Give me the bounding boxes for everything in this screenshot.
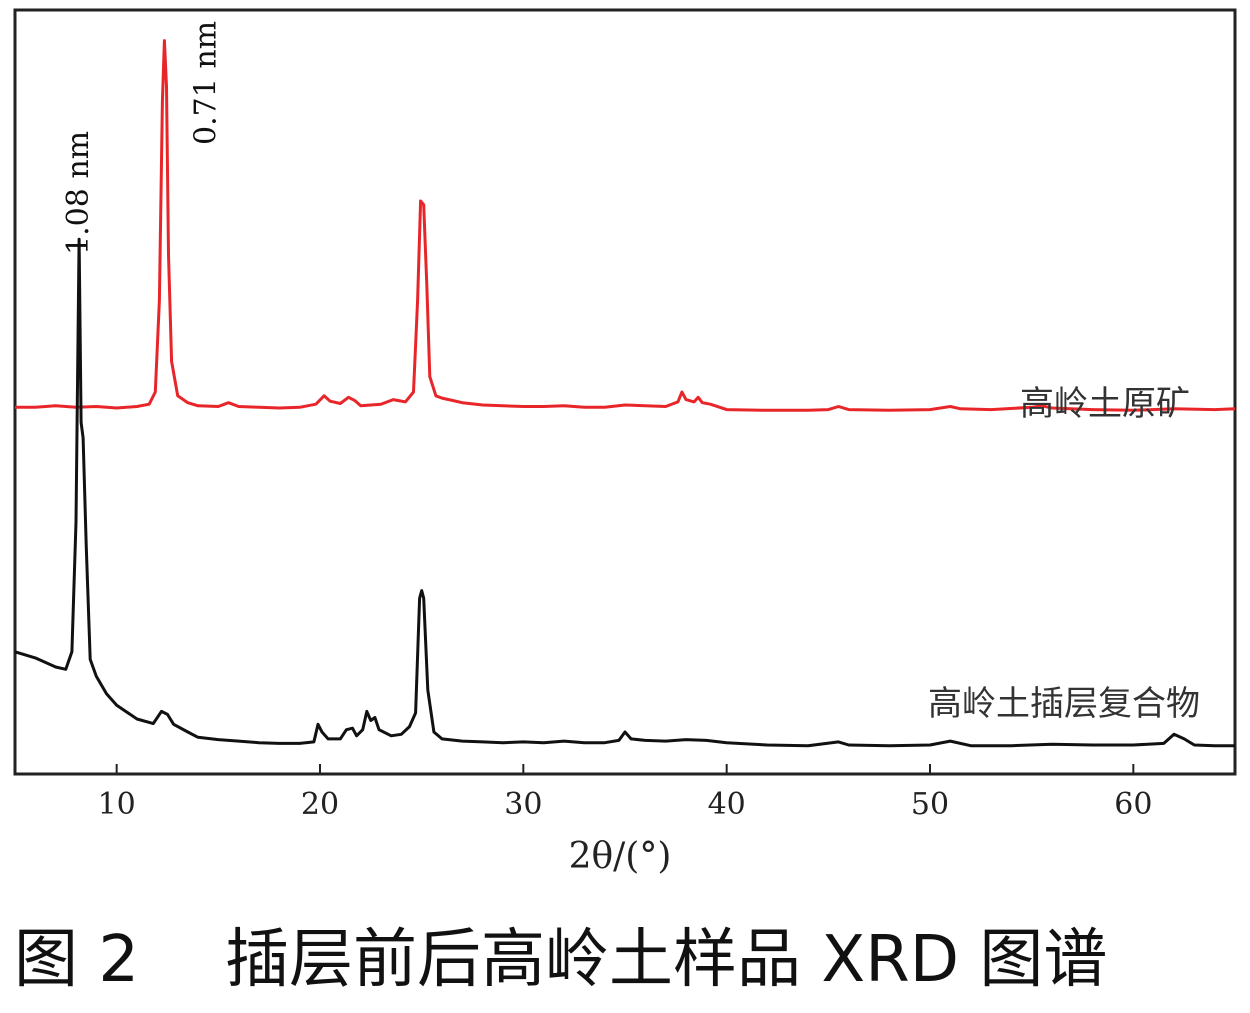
figure-caption: 图 2 插层前后高岭土样品 XRD 图谱 [14, 920, 1244, 1000]
figure-number: 图 2 [14, 923, 140, 997]
x-axis-ticks [115, 764, 1135, 774]
caption-text: 插层前后高岭土样品 XRD 图谱 [225, 923, 1108, 997]
x-axis-title: 2θ/(°) [569, 836, 672, 877]
x-tick-label-60: 60 [1114, 787, 1152, 822]
x-axis-tick-labels: 10 20 30 40 50 60 [98, 787, 1153, 822]
series-lines [14, 39, 1236, 748]
peak-annotation-1: 1.08 nm [61, 131, 96, 255]
series-label-1: 高岭土原矿 [1020, 384, 1190, 424]
x-tick-label-20: 20 [301, 787, 339, 822]
series-line-2 [14, 237, 1235, 748]
peak-annotations: 1.08 nm 0.71 nm [61, 21, 223, 255]
x-tick-label-50: 50 [911, 787, 949, 822]
x-tick-label-30: 30 [504, 787, 542, 822]
x-tick-label-10: 10 [98, 787, 136, 822]
x-tick-label-40: 40 [708, 787, 746, 822]
peak-annotation-2: 0.71 nm [188, 21, 223, 145]
plot-frame [13, 8, 1237, 776]
series-label-2: 高岭土插层复合物 [928, 684, 1200, 724]
series-line-1 [15, 39, 1236, 412]
